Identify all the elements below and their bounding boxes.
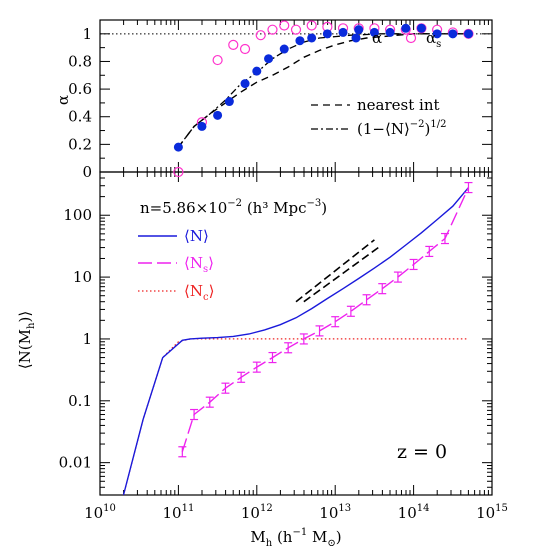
top-y-axis-label: α (54, 95, 72, 105)
bottom-y-tick-label: 0.01 (59, 454, 92, 472)
top-y-tick-label: 0.6 (68, 80, 92, 98)
alpha-point (448, 29, 458, 39)
bottom-y-tick-label: 100 (63, 206, 92, 224)
Nc-line (122, 338, 469, 496)
alpha-s-point (279, 20, 290, 31)
bottom-panel-marks (122, 181, 473, 496)
alpha-s-point (267, 24, 278, 35)
bottom-y-axis-label: ⟨N(Mh)⟩ (16, 311, 37, 369)
redshift-annotation: z = 0 (397, 441, 447, 463)
legend-alpha-marker (351, 33, 361, 43)
alpha-point (279, 44, 289, 54)
slope-reference-line (295, 239, 375, 303)
legend-alpha-label: α (372, 29, 382, 47)
alpha-point (213, 110, 223, 120)
alpha-point (338, 27, 348, 37)
bottom-y-tick-label: 0.1 (68, 392, 92, 410)
top-y-tick-label: 1 (82, 25, 92, 43)
bottom-y-tick-label: 1 (82, 330, 92, 348)
bottom-y-tick-label: 10 (73, 268, 92, 286)
top-legend: α αs nearest int (1−⟨N⟩−2)1/2 (311, 29, 447, 138)
legend-nearest-label: nearest int (357, 96, 440, 114)
x-tick-label: 1014 (398, 503, 430, 522)
alpha-point (385, 27, 395, 37)
alpha-point (252, 66, 262, 76)
x-tick-label: 1010 (84, 503, 116, 522)
Ns-line (181, 187, 470, 453)
density-annotation: n=5.86×10−2 (h³ Mpc−3) (140, 198, 327, 217)
alpha-point (240, 79, 250, 89)
alpha-s-point (173, 166, 184, 178)
alpha-point (432, 29, 442, 39)
alpha-s-point (228, 39, 239, 50)
bottom-legend: ⟨N⟩ ⟨Ns⟩ ⟨Nc⟩ (138, 227, 214, 303)
top-y-tick-label: 0.2 (68, 135, 92, 153)
bottom-axis-ticks: 1010 1011 1012 1013 1014 1015 0.01 0.1 1 10 100 (59, 172, 508, 522)
alpha-point (401, 23, 411, 33)
top-axis-ticks: 0 0.2 0.4 0.6 0.8 1 (68, 19, 493, 181)
alpha-s-point (212, 54, 223, 66)
legend-alpha-s-label: αs (426, 29, 441, 50)
alpha-s-point (306, 20, 317, 31)
alpha-s-point (290, 24, 302, 35)
alpha-point (322, 29, 332, 39)
slope-reference-line (303, 246, 379, 303)
legend-N-label: ⟨N⟩ (184, 227, 209, 245)
legend-Nc-label: ⟨Nc⟩ (184, 282, 214, 303)
x-tick-label: 1011 (162, 503, 194, 522)
alpha-point (197, 121, 207, 131)
x-tick-label: 1015 (476, 503, 508, 522)
alpha-point (295, 36, 305, 46)
alpha-point (463, 29, 473, 39)
top-panel-marks (100, 20, 492, 178)
x-axis-label: Mh (h−1 M⊙) (250, 527, 341, 549)
top-y-tick-label: 0.8 (68, 52, 92, 70)
alpha-point (307, 33, 317, 43)
alpha-point (173, 142, 183, 152)
alpha-s-point (255, 30, 266, 41)
alpha-point (354, 25, 364, 35)
bottom-panel-frame (99, 171, 493, 496)
alpha-point (224, 97, 234, 107)
alpha-point (416, 23, 426, 33)
alpha-s-point (239, 43, 251, 55)
alpha-point (369, 27, 379, 37)
top-y-tick-label: 0.4 (68, 108, 92, 126)
N-line (122, 187, 470, 496)
x-tick-label: 1012 (241, 503, 273, 522)
x-tick-label: 1013 (319, 503, 351, 522)
top-y-tick-label: 0 (82, 163, 92, 181)
legend-sqrt-label: (1−⟨N⟩−2)1/2 (357, 119, 447, 138)
legend-Ns-label: ⟨Ns⟩ (184, 254, 214, 275)
alpha-point (264, 54, 274, 64)
legend-alpha-s-marker (405, 32, 417, 44)
